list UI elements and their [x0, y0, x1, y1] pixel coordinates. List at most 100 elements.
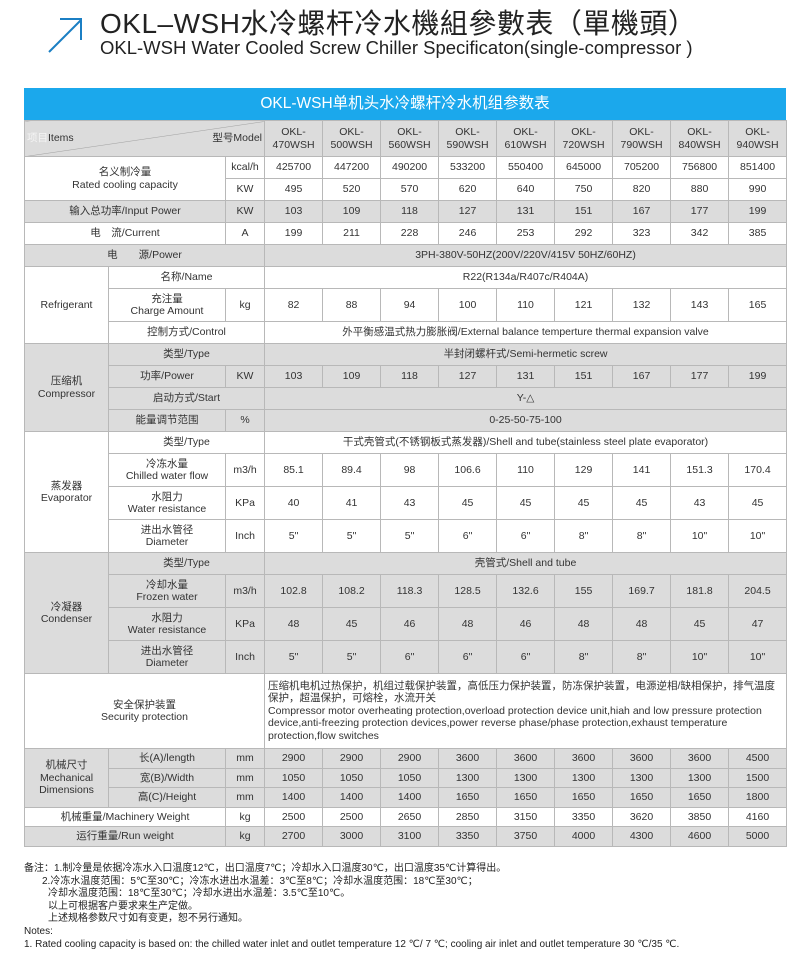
value-cell: 110: [496, 288, 556, 322]
spec-table-container: OKL-WSH单机头水冷螺杆冷水机组参数表 项目Items 型号Model OK…: [23, 88, 788, 847]
value-cell: 6": [438, 640, 498, 674]
table-row: 宽(B)/Width mm 1050 1050 1050 1300 1300 1300 1300…: [25, 767, 788, 788]
note-line: Notes:: [24, 925, 53, 937]
row-label: 电 源/Power: [23, 244, 266, 267]
row-label: 充注量 Charge Amount: [108, 288, 226, 322]
value-cell: 447200: [322, 156, 382, 179]
value-cell: 1300: [496, 767, 556, 788]
row-value: 3PH-380V-50HZ(200V/220V/415V 50HZ/60HZ): [264, 244, 788, 267]
row-label: 宽(B)/Width: [108, 767, 226, 788]
value-cell: 127: [438, 365, 498, 388]
model-header: OKL- 840WSH: [670, 120, 730, 157]
group-label: Refrigerant: [24, 266, 109, 344]
value-cell: 520: [322, 178, 382, 201]
group-label: 机械尺寸 Mechanical Dimensions: [24, 748, 109, 808]
value-cell: 109: [322, 200, 382, 223]
value-cell: 2650: [380, 806, 440, 827]
value-cell: 3620: [612, 806, 672, 827]
value-cell: 108.2: [322, 574, 382, 608]
items-label: Items: [48, 132, 74, 144]
value-cell: 103: [264, 200, 324, 223]
value-cell: 3850: [670, 806, 730, 827]
value-cell: 48: [554, 607, 614, 641]
unit-cell: kcal/h: [224, 156, 266, 179]
page-subtitle: OKL-WSH Water Cooled Screw Chiller Speci…: [100, 37, 693, 58]
value-cell: 3350: [554, 806, 614, 827]
table-row: 充注量 Charge Amount kg 82 88 94 100 110 121 132 143…: [25, 288, 788, 322]
value-cell: 5000: [728, 826, 788, 847]
value-cell: 1400: [380, 787, 440, 808]
table-row: 蒸发器 Evaporator 类型/Type 干式壳管式(不锈钢板式蒸发器)/She…: [24, 431, 788, 553]
value-cell: 5": [264, 519, 324, 553]
value-cell: 1800: [728, 787, 788, 808]
value-cell: 705200: [612, 156, 672, 179]
value-cell: 155: [554, 574, 614, 608]
value-cell: 131: [496, 200, 556, 223]
value-cell: 425700: [264, 156, 324, 179]
value-cell: 645000: [554, 156, 614, 179]
table-row: 功率/Power KW 103 109 118 127 131 151 167 177 199: [25, 365, 788, 388]
row-label: 电 流/Current: [24, 222, 226, 245]
value-cell: 550400: [496, 156, 556, 179]
value-cell: 43: [670, 486, 730, 520]
value-cell: 41: [322, 486, 382, 520]
arrow-up-right-icon: [48, 18, 82, 53]
value-cell: 132.6: [496, 574, 556, 608]
value-cell: 10": [728, 640, 788, 674]
value-cell: 118: [380, 365, 440, 388]
value-cell: 82: [264, 288, 324, 322]
table-row: 机械重量/Machinery Weight kg 2500 2500 2650 2850 3…: [24, 806, 788, 827]
value-cell: 342: [670, 222, 730, 245]
row-value: 外平衡感温式热力膨胀阀/External balance temperture …: [264, 321, 788, 344]
row-label: 高(C)/Height: [108, 787, 226, 808]
row-label: 类型/Type: [107, 343, 266, 366]
group-label: 压缩机 Compressor: [24, 343, 109, 432]
row-label: 长(A)/length: [108, 748, 226, 769]
value-cell: 6": [496, 640, 556, 674]
value-cell: 3350: [438, 826, 498, 847]
model-label: 型号Model: [212, 132, 263, 144]
value-cell: 1300: [670, 767, 730, 788]
table-row: 名义制冷量 Rated cooling capacity kcal/h 425700…: [24, 156, 788, 201]
value-cell: 131: [496, 365, 556, 388]
unit-cell: kg: [224, 288, 266, 322]
table-row: 安全保护装置 Security protection 压缩机电机过热保护，机组过载…: [23, 673, 788, 749]
model-header: OKL- 790WSH: [612, 120, 672, 157]
value-cell: 4000: [554, 826, 614, 847]
value-cell: 102.8: [264, 574, 324, 608]
value-cell: 151: [554, 365, 614, 388]
table-row: 高(C)/Height mm 1400 1400 1400 1650 1650 1650 165…: [25, 787, 788, 808]
value-cell: 85.1: [264, 453, 324, 487]
value-cell: 3150: [496, 806, 556, 827]
row-label: 进出水管径 Diameter: [108, 640, 226, 674]
value-cell: 3750: [496, 826, 556, 847]
value-cell: 8": [612, 640, 672, 674]
unit-cell: A: [224, 222, 266, 245]
value-cell: 45: [438, 486, 498, 520]
row-value: 半封闭螺杆式/Semi-hermetic screw: [264, 343, 788, 366]
row-value: 干式壳管式(不锈钢板式蒸发器)/Shell and tube(stainless…: [264, 431, 788, 454]
table-row: 进出水管径 Diameter Inch 5" 5" 5" 6" 6" 8" 8" 10" 10": [25, 519, 788, 553]
value-cell: 106.6: [438, 453, 498, 487]
model-header: OKL- 610WSH: [496, 120, 556, 157]
value-cell: 4600: [670, 826, 730, 847]
value-cell: 128.5: [438, 574, 498, 608]
table-row: 输入总功率/Input Power KW 103 109 118 127 131 151 167…: [24, 200, 788, 223]
value-cell: 570: [380, 178, 440, 201]
table-title: OKL-WSH单机头水冷螺杆冷水机组参数表: [24, 88, 786, 120]
value-cell: 1650: [670, 787, 730, 808]
value-cell: 45: [496, 486, 556, 520]
value-cell: 177: [670, 365, 730, 388]
unit-cell: mm: [224, 748, 266, 769]
value-cell: 132: [612, 288, 672, 322]
value-cell: 177: [670, 200, 730, 223]
table-row: 水阻力 Water resistance KPa 48 45 46 48 46 48 48 45 4…: [25, 607, 788, 641]
value-cell: 10": [670, 519, 730, 553]
value-cell: 110: [496, 453, 556, 487]
row-label: 运行重量/Run weight: [24, 826, 226, 847]
value-cell: 8": [554, 640, 614, 674]
table-row: 压缩机 Compressor 类型/Type 半封闭螺杆式/Semi-hermeti…: [24, 343, 788, 432]
unit-cell: mm: [224, 787, 266, 808]
row-label: 类型/Type: [107, 431, 266, 454]
value-cell: 8": [554, 519, 614, 553]
